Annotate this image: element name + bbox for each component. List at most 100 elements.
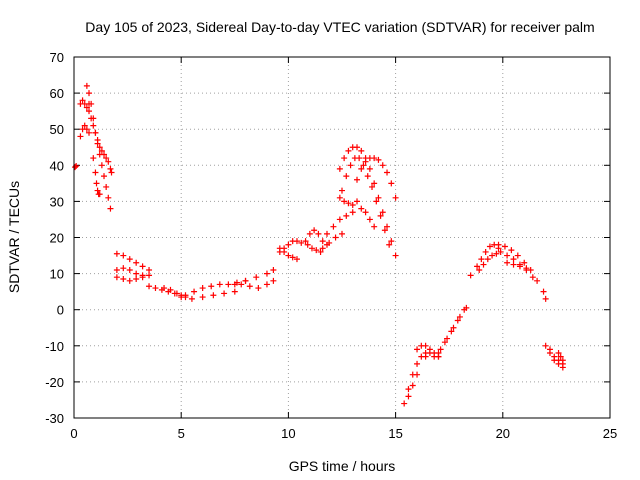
y-tick-label: 20 — [50, 231, 64, 246]
data-point — [437, 346, 444, 353]
data-point — [326, 239, 333, 246]
data-point — [343, 173, 350, 180]
data-point — [456, 313, 463, 320]
data-point — [319, 238, 326, 245]
data-point — [349, 209, 356, 216]
data-point — [371, 155, 378, 162]
data-point — [504, 259, 511, 266]
data-point — [542, 295, 549, 302]
data-point — [482, 248, 489, 255]
y-tick-label: 10 — [50, 267, 64, 282]
data-point — [381, 227, 388, 234]
series-arc-05 — [86, 108, 115, 176]
data-point — [371, 223, 378, 230]
data-point — [231, 281, 238, 288]
data-point — [422, 342, 429, 349]
data-point — [191, 288, 198, 295]
data-point — [238, 281, 245, 288]
data-point — [281, 248, 288, 255]
series-arc-16 — [276, 238, 305, 255]
data-point — [375, 194, 382, 201]
data-point — [94, 137, 101, 144]
data-point — [486, 243, 493, 250]
data-point — [317, 248, 324, 255]
data-point — [345, 200, 352, 207]
data-point — [497, 248, 504, 255]
data-point — [426, 350, 433, 357]
series-arc-37 — [504, 259, 530, 272]
data-point — [72, 164, 79, 171]
data-point — [242, 277, 249, 284]
series-arc-20 — [323, 209, 356, 237]
data-point — [557, 353, 564, 360]
data-point — [510, 256, 517, 263]
series-arc-09 — [113, 274, 146, 284]
data-point — [293, 238, 300, 245]
data-point — [366, 165, 373, 172]
series-arc-15 — [238, 277, 277, 292]
data-point — [86, 90, 93, 97]
data-point — [454, 317, 461, 324]
data-point — [379, 209, 386, 216]
y-tick-label: 0 — [57, 303, 64, 318]
series-arc-01 — [72, 163, 80, 171]
data-point — [88, 115, 95, 122]
data-point — [358, 165, 365, 172]
series-arc-33 — [474, 241, 502, 270]
data-point — [450, 324, 457, 331]
data-point — [559, 357, 566, 364]
data-point — [534, 277, 541, 284]
data-point — [276, 245, 283, 252]
data-point — [516, 263, 523, 270]
series-arc-17 — [276, 245, 300, 263]
data-point — [336, 194, 343, 201]
data-point — [152, 285, 159, 292]
data-point — [146, 266, 153, 273]
data-point — [298, 239, 305, 246]
data-point — [263, 270, 270, 277]
data-point — [92, 129, 99, 136]
data-point — [108, 169, 115, 176]
chart-title: Day 105 of 2023, Sidereal Day-to-day VTE… — [85, 19, 594, 35]
data-point — [369, 183, 376, 190]
data-point — [341, 198, 348, 205]
data-point — [523, 265, 530, 272]
data-point — [216, 281, 223, 288]
series-arc-25 — [336, 194, 378, 230]
data-point — [362, 209, 369, 216]
data-point — [101, 151, 108, 158]
data-point — [489, 252, 496, 259]
data-point — [188, 295, 195, 302]
data-point — [101, 173, 108, 180]
series-arc-39 — [546, 350, 566, 371]
data-point — [386, 241, 393, 248]
data-point — [311, 227, 318, 234]
data-point — [529, 274, 536, 281]
data-point — [107, 165, 114, 172]
data-point — [504, 252, 511, 259]
data-point — [474, 263, 481, 270]
tick-labels: 0 5 10 15 20 25 -30 -20 -10 0 10 20 30 40 50 60 70 — [45, 50, 617, 441]
data-point — [323, 230, 330, 237]
data-point — [345, 147, 352, 154]
data-point — [358, 147, 365, 154]
data-point — [441, 339, 448, 346]
data-point — [510, 261, 517, 268]
data-point — [208, 283, 215, 290]
data-point — [336, 216, 343, 223]
data-point — [388, 180, 395, 187]
data-point — [133, 270, 140, 277]
data-point — [77, 133, 84, 140]
data-point — [546, 350, 553, 357]
data-point — [379, 162, 386, 169]
x-tick-label: 10 — [281, 426, 295, 441]
series-arc-23 — [339, 155, 393, 248]
data-point — [103, 155, 110, 162]
data-points — [72, 82, 566, 407]
x-axis-title: GPS time / hours — [289, 458, 396, 474]
data-point — [375, 156, 382, 163]
data-point — [495, 241, 502, 248]
data-point — [463, 304, 470, 311]
data-point — [182, 292, 189, 299]
data-point — [88, 100, 95, 107]
